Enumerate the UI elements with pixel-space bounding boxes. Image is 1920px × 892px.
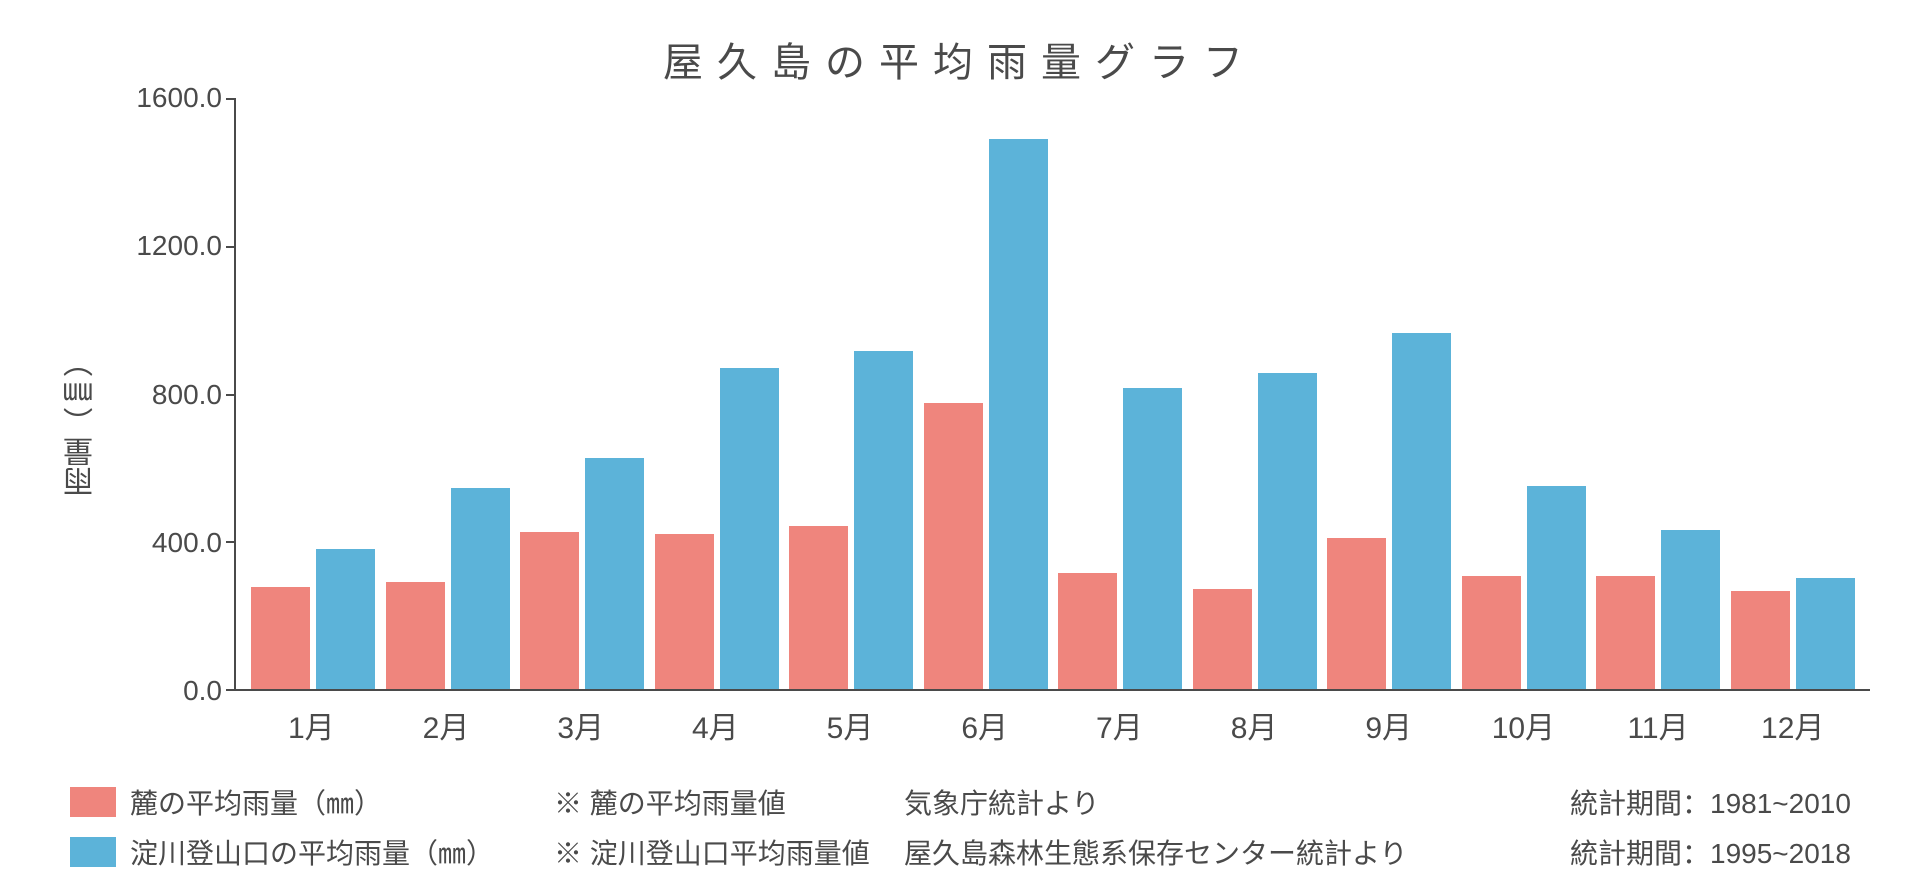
legend-swatch — [70, 787, 116, 817]
bar — [1796, 578, 1855, 689]
month-group — [784, 98, 919, 689]
x-tick-label: 12月 — [1725, 703, 1860, 747]
chart-title: 屋久島の平均雨量グラフ — [50, 30, 1870, 88]
x-tick-label: 11月 — [1591, 703, 1726, 747]
y-axis-label: 雨量（㎜） — [50, 98, 114, 747]
bar — [1527, 486, 1586, 689]
legend-label: 麓の平均雨量（㎜） — [130, 782, 382, 822]
bars-region — [234, 98, 1870, 691]
x-axis: 1月2月3月4月5月6月7月8月9月10月11月12月 — [114, 691, 1870, 747]
legend-swatch — [70, 837, 116, 867]
note-source: 気象庁統計より — [904, 782, 1540, 822]
month-group — [1053, 98, 1188, 689]
month-group — [515, 98, 650, 689]
bar — [1731, 591, 1790, 689]
x-tick-label: 8月 — [1187, 703, 1322, 747]
x-tick-label: 3月 — [513, 703, 648, 747]
legend: 麓の平均雨量（㎜） 淀川登山口の平均雨量（㎜） — [70, 782, 494, 872]
legend-label: 淀川登山口の平均雨量（㎜） — [130, 832, 494, 872]
y-tick-mark — [226, 541, 236, 543]
x-tick-label: 2月 — [379, 703, 514, 747]
bar — [316, 549, 375, 689]
month-group — [1726, 98, 1861, 689]
note-period: 統計期間：1995~2018 — [1570, 832, 1870, 872]
y-axis: 1600.0 1200.0 800.0 400.0 0.0 — [114, 98, 234, 691]
note-period: 統計期間：1981~2010 — [1570, 782, 1870, 822]
bar — [451, 488, 510, 689]
x-tick-label: 7月 — [1052, 703, 1187, 747]
chart-body: 雨量（㎜） 1600.0 1200.0 800.0 400.0 0.0 1月2月… — [50, 98, 1870, 747]
bar — [520, 532, 579, 689]
note-row: ※ 麓の平均雨量値 気象庁統計より 統計期間：1981~2010 — [554, 782, 1870, 822]
bar — [1661, 530, 1720, 689]
bar — [655, 534, 714, 689]
x-tick-label: 9月 — [1321, 703, 1456, 747]
month-group — [381, 98, 516, 689]
bar — [789, 526, 848, 689]
y-tick-mark — [226, 98, 236, 100]
bar — [989, 139, 1048, 689]
y-tick-mark — [226, 689, 236, 691]
bar — [1462, 576, 1521, 689]
x-tick-label: 5月 — [783, 703, 918, 747]
note-row: ※ 淀川登山口平均雨量値 屋久島森林生態系保存センター統計より 統計期間：199… — [554, 832, 1870, 872]
month-group — [1322, 98, 1457, 689]
legend-item: 淀川登山口の平均雨量（㎜） — [70, 832, 494, 872]
plot-area: 1600.0 1200.0 800.0 400.0 0.0 — [114, 98, 1870, 691]
notes: ※ 麓の平均雨量値 気象庁統計より 統計期間：1981~2010 ※ 淀川登山口… — [554, 782, 1870, 872]
month-group — [919, 98, 1054, 689]
chart-footer: 麓の平均雨量（㎜） 淀川登山口の平均雨量（㎜） ※ 麓の平均雨量値 気象庁統計よ… — [50, 747, 1870, 872]
plot-wrap: 1600.0 1200.0 800.0 400.0 0.0 1月2月3月4月5月… — [114, 98, 1870, 747]
note-label: ※ 麓の平均雨量値 — [554, 782, 874, 822]
x-tick-label: 4月 — [648, 703, 783, 747]
x-tick-label: 1月 — [244, 703, 379, 747]
bar — [1258, 373, 1317, 689]
bar — [720, 368, 779, 689]
x-axis-labels: 1月2月3月4月5月6月7月8月9月10月11月12月 — [234, 691, 1870, 747]
x-tick-label: 6月 — [917, 703, 1052, 747]
bar — [585, 458, 644, 689]
month-group — [1457, 98, 1592, 689]
x-tick-label: 10月 — [1456, 703, 1591, 747]
y-tick-mark — [226, 394, 236, 396]
bar — [1327, 538, 1386, 689]
bar — [1392, 333, 1451, 689]
bar — [1123, 388, 1182, 689]
rainfall-chart: 屋久島の平均雨量グラフ 雨量（㎜） 1600.0 1200.0 800.0 40… — [50, 30, 1870, 872]
note-label: ※ 淀川登山口平均雨量値 — [554, 832, 874, 872]
y-tick-mark — [226, 246, 236, 248]
month-group — [246, 98, 381, 689]
bar — [854, 351, 913, 689]
bar — [924, 403, 983, 689]
note-source: 屋久島森林生態系保存センター統計より — [904, 832, 1540, 872]
bars-row — [236, 98, 1870, 689]
month-group — [1591, 98, 1726, 689]
bar — [1596, 576, 1655, 689]
month-group — [650, 98, 785, 689]
bar — [1193, 589, 1252, 689]
legend-item: 麓の平均雨量（㎜） — [70, 782, 494, 822]
bar — [386, 582, 445, 689]
month-group — [1188, 98, 1323, 689]
bar — [251, 587, 310, 689]
bar — [1058, 573, 1117, 689]
